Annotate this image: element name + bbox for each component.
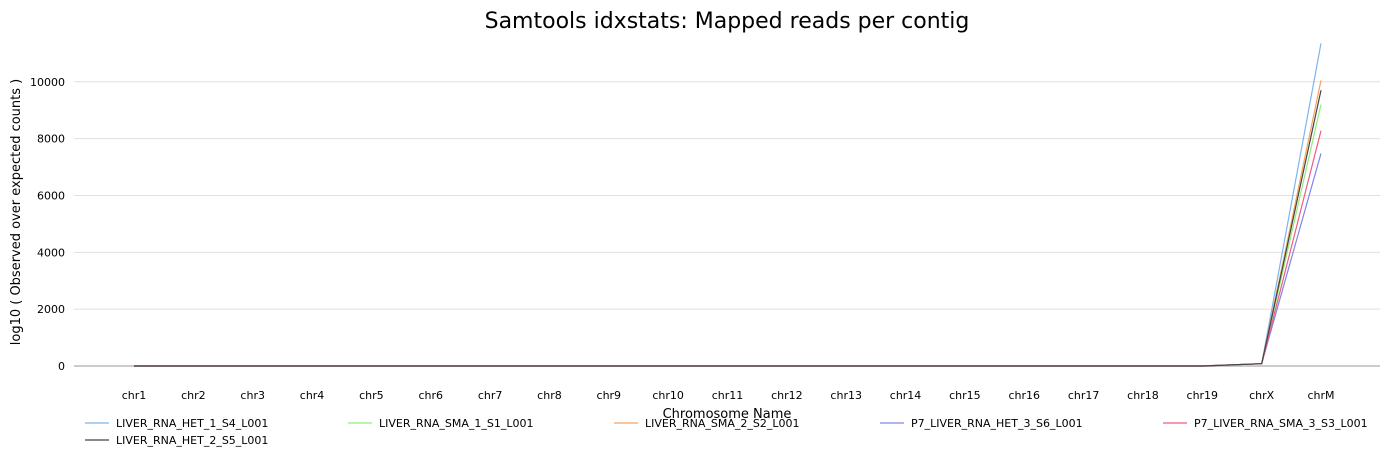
x-tick-label: chr17 bbox=[1068, 389, 1100, 402]
legend-label: LIVER_RNA_HET_1_S4_L001 bbox=[116, 417, 268, 430]
legend-item: LIVER_RNA_SMA_2_S2_L001 bbox=[614, 417, 800, 430]
x-tick-label: chr19 bbox=[1187, 389, 1219, 402]
y-axis-ticks: 0 2000 4000 6000 8000 10000 bbox=[30, 76, 65, 373]
x-tick-label: chr13 bbox=[830, 389, 862, 402]
series-line bbox=[134, 153, 1322, 367]
legend-label: LIVER_RNA_HET_2_S5_L001 bbox=[116, 434, 268, 447]
x-tick-label: chrX bbox=[1249, 389, 1275, 402]
legend-item: LIVER_RNA_HET_2_S5_L001 bbox=[85, 434, 268, 447]
chart-title: Samtools idxstats: Mapped reads per cont… bbox=[485, 9, 970, 34]
x-tick-label: chr18 bbox=[1127, 389, 1159, 402]
y-tick-label: 2000 bbox=[37, 303, 65, 316]
y-axis-title: log10 ( Observed over expected counts ) bbox=[9, 79, 24, 346]
legend-item: LIVER_RNA_SMA_1_S1_L001 bbox=[348, 417, 534, 430]
y-tick-label: 10000 bbox=[30, 76, 65, 89]
x-tick-label: chr10 bbox=[652, 389, 684, 402]
x-tick-label: chr16 bbox=[1008, 389, 1040, 402]
legend-label: LIVER_RNA_SMA_2_S2_L001 bbox=[645, 417, 800, 430]
grid-lines bbox=[74, 81, 1380, 367]
x-tick-label: chr9 bbox=[597, 389, 622, 402]
series-line bbox=[134, 130, 1322, 367]
x-tick-label: chr2 bbox=[181, 389, 206, 402]
x-tick-label: chr1 bbox=[122, 389, 147, 402]
x-tick-label: chr11 bbox=[712, 389, 744, 402]
legend-item: P7_LIVER_RNA_SMA_3_S3_L001 bbox=[1163, 417, 1368, 430]
legend-label: P7_LIVER_RNA_HET_3_S6_L001 bbox=[911, 417, 1083, 430]
y-tick-label: 4000 bbox=[37, 246, 65, 259]
series-line bbox=[134, 80, 1322, 367]
legend-label: LIVER_RNA_SMA_1_S1_L001 bbox=[379, 417, 534, 430]
x-tick-label: chr14 bbox=[890, 389, 922, 402]
legend-label: P7_LIVER_RNA_SMA_3_S3_L001 bbox=[1194, 417, 1368, 430]
y-tick-label: 6000 bbox=[37, 189, 65, 202]
x-tick-label: chr5 bbox=[359, 389, 384, 402]
x-tick-label: chr7 bbox=[478, 389, 503, 402]
series-lines bbox=[134, 43, 1322, 367]
x-axis-title: Chromosome Name bbox=[663, 407, 792, 422]
series-line bbox=[134, 104, 1322, 367]
x-tick-label: chr12 bbox=[771, 389, 803, 402]
x-tick-label: chr4 bbox=[300, 389, 325, 402]
x-tick-label: chrM bbox=[1307, 389, 1334, 402]
legend-item: LIVER_RNA_HET_1_S4_L001 bbox=[85, 417, 268, 430]
y-tick-label: 0 bbox=[58, 360, 65, 373]
x-axis-ticks: chr1 chr2 chr3 chr4 chr5 chr6 chr7 chr8 chr9 chr1… bbox=[122, 389, 1335, 402]
series-line bbox=[134, 43, 1322, 367]
x-tick-label: chr3 bbox=[240, 389, 265, 402]
series-line bbox=[134, 90, 1322, 367]
x-tick-label: chr6 bbox=[418, 389, 443, 402]
y-tick-label: 8000 bbox=[37, 133, 65, 146]
legend: LIVER_RNA_HET_1_S4_L001 LIVER_RNA_SMA_1_S… bbox=[85, 417, 1368, 447]
x-tick-label: chr15 bbox=[949, 389, 981, 402]
x-tick-label: chr8 bbox=[537, 389, 562, 402]
legend-item: P7_LIVER_RNA_HET_3_S6_L001 bbox=[880, 417, 1083, 430]
